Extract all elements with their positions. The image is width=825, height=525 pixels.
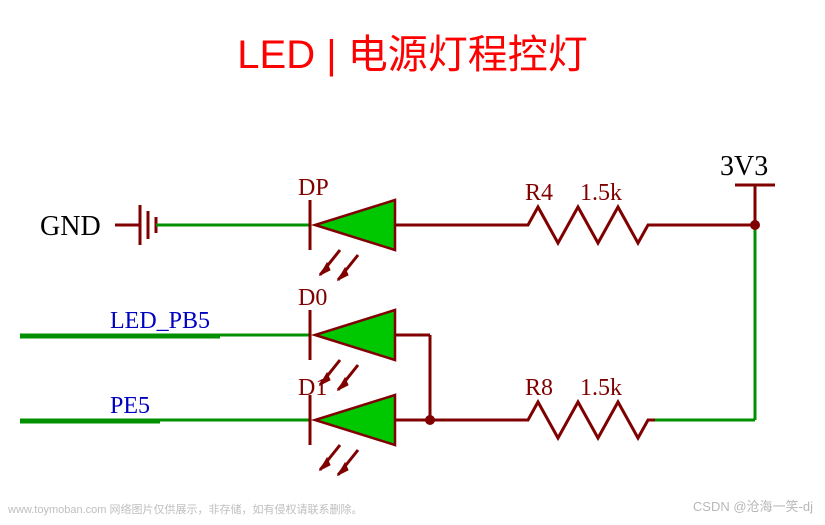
r4-val: 1.5k <box>580 180 622 206</box>
power-label: 3V3 <box>720 151 768 182</box>
r4-label: R4 <box>525 180 553 206</box>
junction-d0d1 <box>425 415 435 425</box>
dp-label: DP <box>298 175 329 201</box>
led-d1 <box>310 395 395 475</box>
led-pb5-label: LED_PB5 <box>110 308 210 334</box>
watermark-left: www.toymoban.com 网络图片仅供展示，非存储，如有侵权请联系删除。 <box>8 501 362 517</box>
d0-label: D0 <box>298 285 327 311</box>
r8-val: 1.5k <box>580 375 622 401</box>
watermark-right: CSDN @沧海一笑-dj <box>693 496 813 515</box>
gnd-symbol <box>115 205 156 245</box>
gnd-label: GND <box>40 211 101 242</box>
r8-label: R8 <box>525 375 553 401</box>
schematic-svg: GND DP R4 1.5k LED_PB5 D0 PE5 <box>0 0 825 525</box>
led-dp <box>310 200 395 280</box>
pe5-label: PE5 <box>110 393 150 419</box>
r8 <box>515 402 655 438</box>
r4 <box>515 207 655 243</box>
d1-label: D1 <box>298 375 327 401</box>
